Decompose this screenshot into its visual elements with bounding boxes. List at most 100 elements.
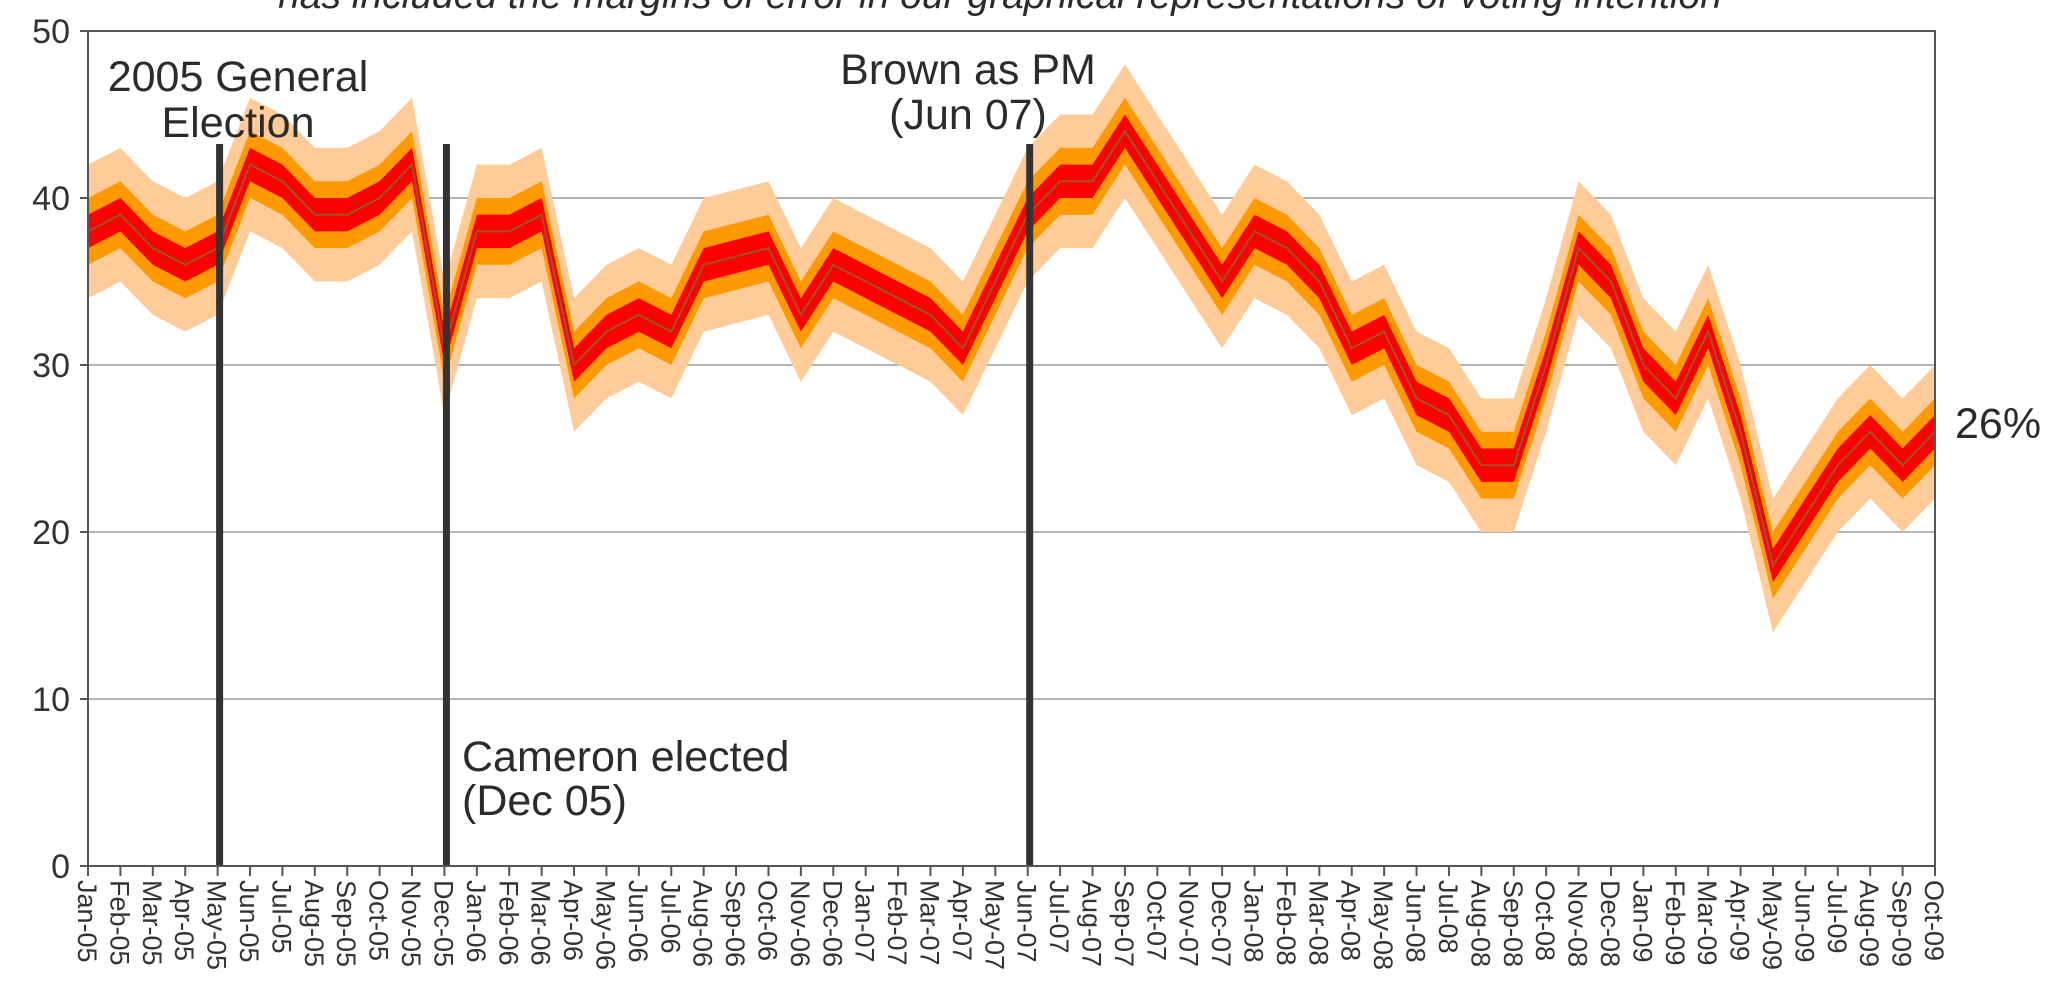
- data-point-Nov-07: [1188, 230, 1191, 233]
- x-tick-label-Oct-09: Oct-09: [1919, 880, 1949, 961]
- data-point-Sep-06: [734, 255, 738, 258]
- data-point-May-06: [605, 330, 608, 333]
- data-point-Sep-05: [346, 213, 349, 216]
- annotation-ge2005-line2: Election: [162, 99, 315, 147]
- series-line-group: [86, 129, 1937, 568]
- x-tick-label-Mar-05: Mar-05: [137, 880, 167, 966]
- confidence-bands: [88, 64, 1935, 633]
- data-point-Dec-08: [1609, 280, 1613, 283]
- data-point-Jul-05: [281, 180, 284, 183]
- data-point-Feb-09: [1674, 397, 1677, 400]
- x-tick-label-Apr-06: Apr-06: [558, 880, 588, 961]
- event-lines: [216, 144, 1034, 866]
- series-line: [87, 129, 1936, 568]
- data-point-Mar-07: [929, 313, 932, 317]
- x-tick-label-Apr-08: Apr-08: [1336, 880, 1366, 961]
- band-pm2: [88, 97, 1935, 599]
- data-point-Feb-07: [896, 297, 900, 300]
- x-tick-label-Apr-09: Apr-09: [1725, 880, 1755, 961]
- x-tick-label-Oct-05: Oct-05: [364, 880, 394, 961]
- y-axis-ticks: 0 10 20 30 40 50: [32, 13, 88, 886]
- end-value-label: 26%: [1955, 400, 2041, 448]
- data-point-Mar-09: [1706, 330, 1710, 333]
- x-tick-label-May-09: May-09: [1757, 880, 1787, 970]
- data-point-Apr-08: [1350, 347, 1353, 350]
- x-tick-label-Jul-07: Jul-07: [1044, 880, 1074, 954]
- x-tick-label-Jun-08: Jun-08: [1401, 880, 1431, 963]
- x-tick-label-Dec-08: Dec-08: [1595, 880, 1625, 967]
- data-point-Jul-07: [1058, 180, 1062, 183]
- data-point-Jul-06: [670, 330, 673, 333]
- data-point-Dec-07: [1220, 280, 1224, 283]
- data-point-Jun-05: [248, 163, 252, 166]
- x-tick-label-Sep-05: Sep-05: [331, 880, 361, 967]
- data-point-Jan-06: [475, 230, 479, 233]
- x-tick-label-Aug-07: Aug-07: [1077, 880, 1107, 967]
- x-tick-label-Aug-05: Aug-05: [299, 880, 329, 967]
- data-point-Mar-05: [151, 246, 155, 250]
- data-point-Feb-06: [508, 230, 511, 233]
- x-tick-label-Mar-06: Mar-06: [526, 880, 556, 966]
- annotation-brown-line1: Brown as PM: [840, 46, 1096, 94]
- y-tick-label-0: 0: [51, 848, 70, 886]
- data-point-Jul-09: [1836, 464, 1839, 467]
- data-point-Oct-05: [378, 196, 381, 200]
- x-tick-label-Dec-05: Dec-05: [428, 880, 458, 967]
- chart-title: has included the margins of error in our…: [278, 0, 1722, 17]
- x-tick-label-Jun-09: Jun-09: [1789, 880, 1819, 963]
- x-tick-label-Sep-08: Sep-08: [1498, 880, 1528, 967]
- band-pm4: [88, 64, 1935, 633]
- x-tick-label-Feb-09: Feb-09: [1660, 880, 1690, 966]
- x-tick-label-Oct-08: Oct-08: [1530, 880, 1560, 961]
- x-tick-label-May-05: May-05: [202, 880, 232, 970]
- plot-frame: [87, 30, 1936, 867]
- x-tick-label-May-06: May-06: [590, 880, 620, 970]
- annotation-brown-line2: (Jun 07): [889, 91, 1047, 139]
- x-tick-label-Jan-09: Jan-09: [1627, 880, 1657, 963]
- x-tick-label-Mar-07: Mar-07: [914, 880, 944, 966]
- data-point-Nov-05: [410, 163, 414, 166]
- data-point-Sep-08: [1512, 464, 1515, 467]
- x-tick-label-Jun-05: Jun-05: [234, 880, 264, 963]
- annotation-cameron-line1: Cameron elected: [462, 733, 789, 781]
- data-point-Apr-09: [1739, 430, 1742, 433]
- x-tick-label-Jun-06: Jun-06: [623, 880, 653, 963]
- data-point-Apr-07: [961, 347, 965, 350]
- data-point-Feb-08: [1285, 246, 1289, 250]
- data-point-Oct-07: [1156, 180, 1159, 183]
- x-tick-label-Aug-06: Aug-06: [688, 880, 718, 967]
- data-point-Jun-06: [637, 313, 641, 317]
- x-tick-label-Mar-09: Mar-09: [1692, 880, 1722, 966]
- data-point-Jul-08: [1447, 413, 1451, 417]
- data-point-Dec-06: [832, 263, 835, 266]
- data-point-Feb-05: [119, 213, 122, 216]
- y-tick-label-20: 20: [32, 514, 70, 552]
- axes: [87, 30, 1936, 867]
- data-point-Aug-08: [1480, 464, 1483, 467]
- data-point-Jan-07: [864, 280, 867, 283]
- annotation-cameron-line2: (Dec 05): [462, 777, 627, 825]
- data-point-Aug-05: [313, 213, 317, 216]
- x-tick-label-May-08: May-08: [1368, 880, 1398, 970]
- x-tick-label-Mar-08: Mar-08: [1303, 880, 1333, 966]
- x-tick-label-Jun-07: Jun-07: [1012, 880, 1042, 963]
- x-tick-label-Nov-06: Nov-06: [785, 880, 815, 967]
- y-tick-label-30: 30: [32, 347, 70, 385]
- data-point-Mar-08: [1318, 280, 1321, 283]
- x-axis-ticks: Jan-05 Feb-05 Mar-05 Apr-05 May-05 Jun-05 Jul-…: [72, 866, 1949, 970]
- band-pm1: [88, 114, 1935, 583]
- y-tick-label-10: 10: [32, 681, 70, 719]
- data-point-Aug-06: [702, 263, 705, 266]
- x-tick-label-Jul-06: Jul-06: [655, 880, 685, 954]
- x-tick-label-Feb-07: Feb-07: [882, 880, 912, 966]
- x-tick-label-Nov-08: Nov-08: [1563, 880, 1593, 967]
- data-point-Oct-08: [1544, 363, 1548, 367]
- data-point-Jun-09: [1804, 514, 1807, 517]
- x-tick-label-Jul-09: Jul-09: [1822, 880, 1852, 954]
- data-point-Sep-09: [1901, 464, 1904, 467]
- x-tick-label-Feb-08: Feb-08: [1271, 880, 1301, 966]
- data-point-May-08: [1382, 330, 1386, 333]
- x-tick-label-Sep-06: Sep-06: [720, 880, 750, 967]
- data-point-Apr-06: [572, 363, 576, 367]
